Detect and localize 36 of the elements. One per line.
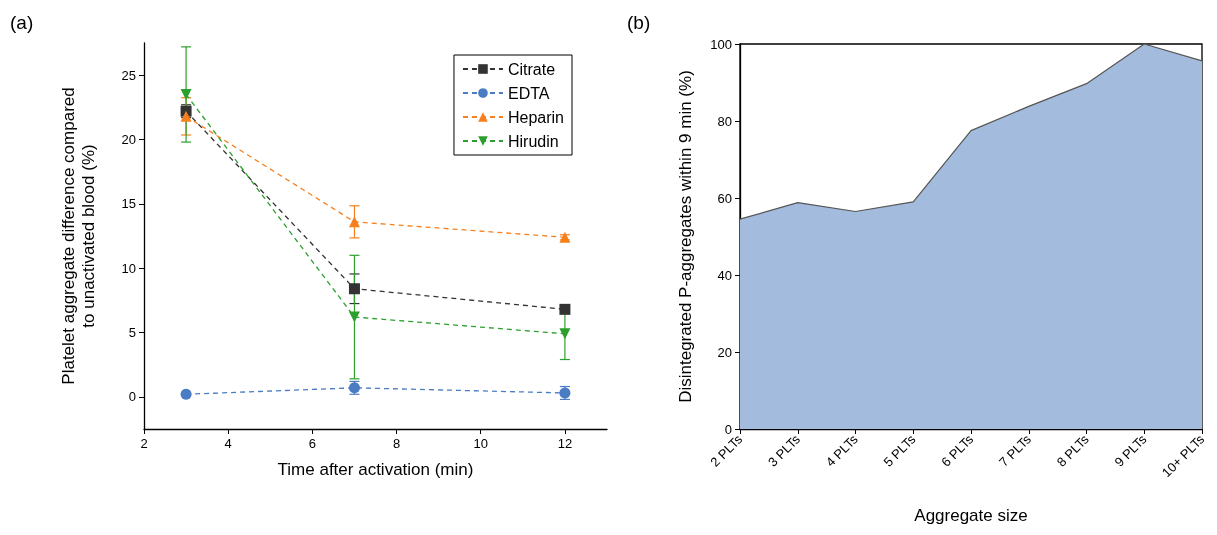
- x-tick-label: 2: [140, 436, 148, 451]
- y-tick-label: 5: [128, 325, 136, 340]
- legend-label: EDTA: [507, 84, 550, 102]
- point: [348, 283, 360, 295]
- x-tick-label: 12: [557, 436, 573, 451]
- chart-title: (b): [627, 12, 651, 33]
- point: [348, 311, 360, 323]
- y-axis-title: Platelet aggregate difference compared to unactivated blood (%): [58, 87, 98, 385]
- point: [180, 88, 192, 100]
- y-tick-label: 0: [128, 389, 136, 405]
- y-tick-label: 40: [717, 267, 732, 283]
- point: [180, 110, 192, 122]
- x-axis-title: Aggregate size: [914, 506, 1028, 525]
- point: [559, 303, 571, 315]
- x-axis-title: Time after activation (min): [277, 460, 474, 479]
- y-tick-label: 80: [717, 113, 732, 129]
- x-tick-label: 10: [473, 436, 488, 451]
- y-tick-label: 20: [717, 344, 732, 360]
- y-tick-label: 15: [121, 196, 136, 212]
- x-tick-label: 8: [392, 436, 401, 451]
- y-tick-label: 100: [710, 36, 732, 52]
- x-tick-label: 4: [224, 436, 232, 451]
- y-tick-label: 60: [717, 190, 732, 206]
- y-tick-label: 20: [121, 132, 136, 147]
- y-tick-label: 25: [121, 67, 136, 83]
- y-tick-label: 10: [121, 260, 136, 276]
- y-axis-title: Disintegrated P-aggregates within 9 min (%): [676, 70, 695, 403]
- point: [180, 388, 192, 400]
- legend-label: Citrate: [507, 60, 556, 78]
- legend-label: Hirudin: [507, 132, 559, 150]
- chart-title: (a): [10, 12, 34, 33]
- point: [559, 328, 571, 340]
- x-tick-label: 6: [308, 436, 316, 451]
- y-tick-label: 0: [724, 421, 732, 437]
- point: [348, 216, 360, 228]
- legend-label: Heparin: [507, 108, 564, 126]
